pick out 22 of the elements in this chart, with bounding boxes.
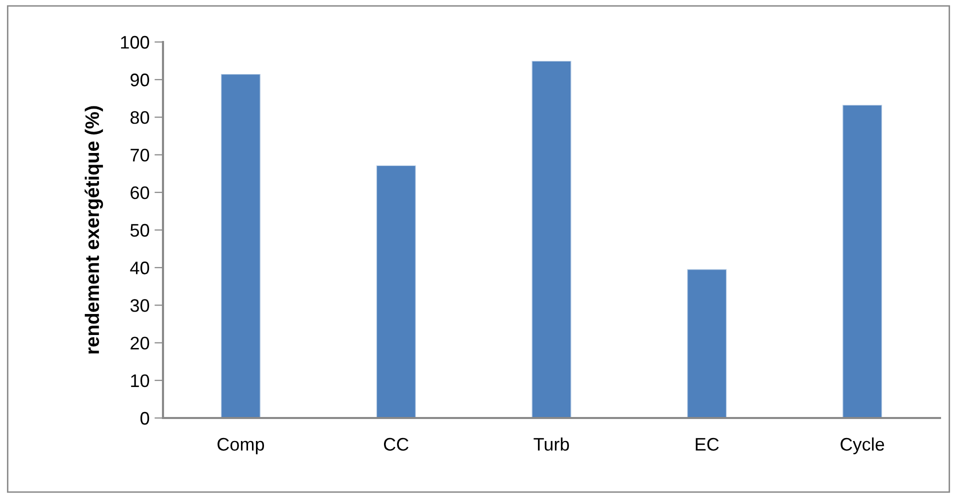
x-tick-label: Turb	[534, 437, 569, 451]
y-tick-label: 70	[130, 148, 150, 162]
x-tick-label: Comp	[218, 438, 264, 454]
y-tick-label: 60	[130, 186, 150, 200]
y-tick-label: 0	[140, 412, 150, 425]
x-tick-label: Cycle	[840, 437, 884, 454]
x-tick-label: EC	[696, 438, 719, 451]
bar	[687, 269, 727, 418]
y-tick-label: 10	[131, 374, 150, 388]
y-tick-label: 40	[130, 262, 150, 274]
bar	[532, 60, 572, 418]
bar	[842, 104, 882, 418]
bar	[376, 165, 416, 418]
y-tick-label: 50	[130, 224, 150, 237]
y-tick-label: 20	[130, 336, 150, 350]
y-tick-label: 90	[130, 74, 150, 86]
y-tick-label: 80	[130, 111, 150, 124]
y-tick-label: 30	[130, 299, 150, 312]
bar	[220, 74, 260, 418]
y-tick-label: 100	[121, 36, 150, 49]
x-tick-label: CC	[384, 438, 408, 451]
y-axis-title: rendement exergétique (%)	[84, 106, 104, 354]
